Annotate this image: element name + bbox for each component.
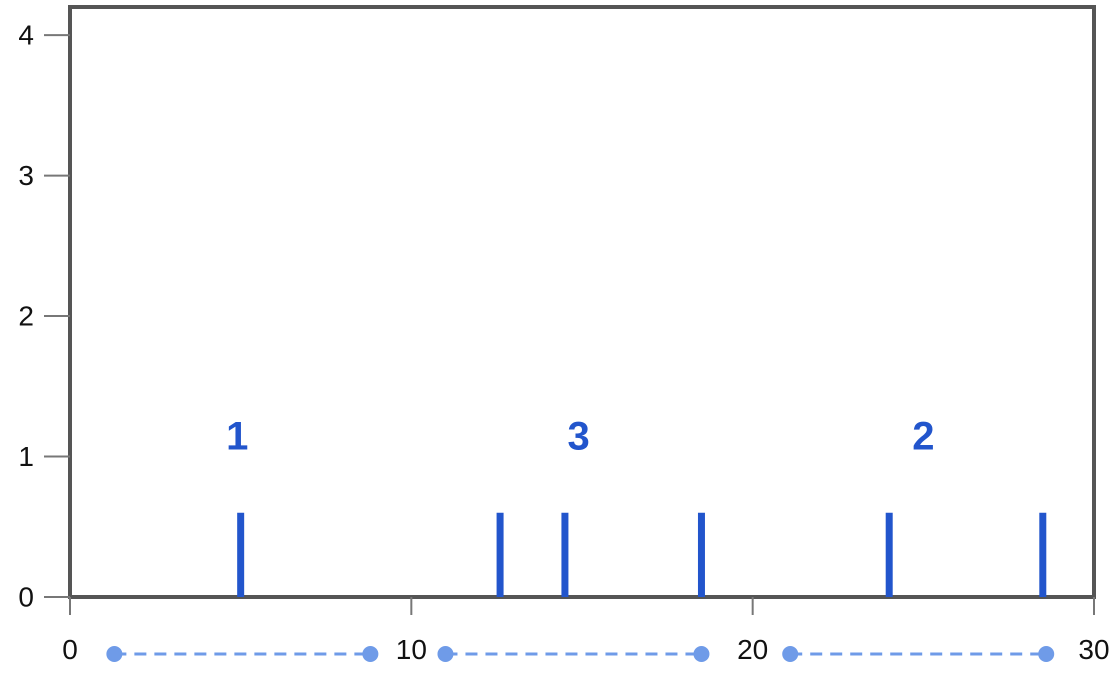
bin-end-dot [1038, 646, 1055, 662]
bin-count-label: 3 [567, 415, 589, 459]
bin-count-label: 2 [912, 415, 934, 459]
count-labels: 1 3 2 [226, 415, 934, 459]
x-tick-label: 30 [1078, 634, 1109, 665]
y-tick-label: 0 [18, 582, 34, 613]
bin-start-dot [437, 646, 454, 662]
y-tick-label: 3 [18, 160, 34, 191]
bin-start-dot [782, 646, 799, 662]
bin-intervals [106, 646, 1055, 662]
bin-end-dot [362, 646, 379, 662]
bin-count-label: 1 [226, 415, 248, 459]
plot-frame [68, 5, 1096, 599]
x-axis: 0 10 20 30 [62, 597, 1110, 665]
y-tick-label: 2 [18, 301, 34, 332]
x-tick-label: 0 [62, 634, 78, 665]
x-tick-label: 20 [737, 634, 768, 665]
bin-start-dot [106, 646, 123, 662]
rug-marks [237, 512, 1047, 597]
bin-end-dot [693, 646, 710, 662]
y-axis: 0 1 2 3 4 [18, 20, 70, 613]
y-tick-label: 4 [18, 20, 34, 51]
x-tick-label: 10 [396, 634, 427, 665]
y-tick-label: 1 [18, 441, 34, 472]
